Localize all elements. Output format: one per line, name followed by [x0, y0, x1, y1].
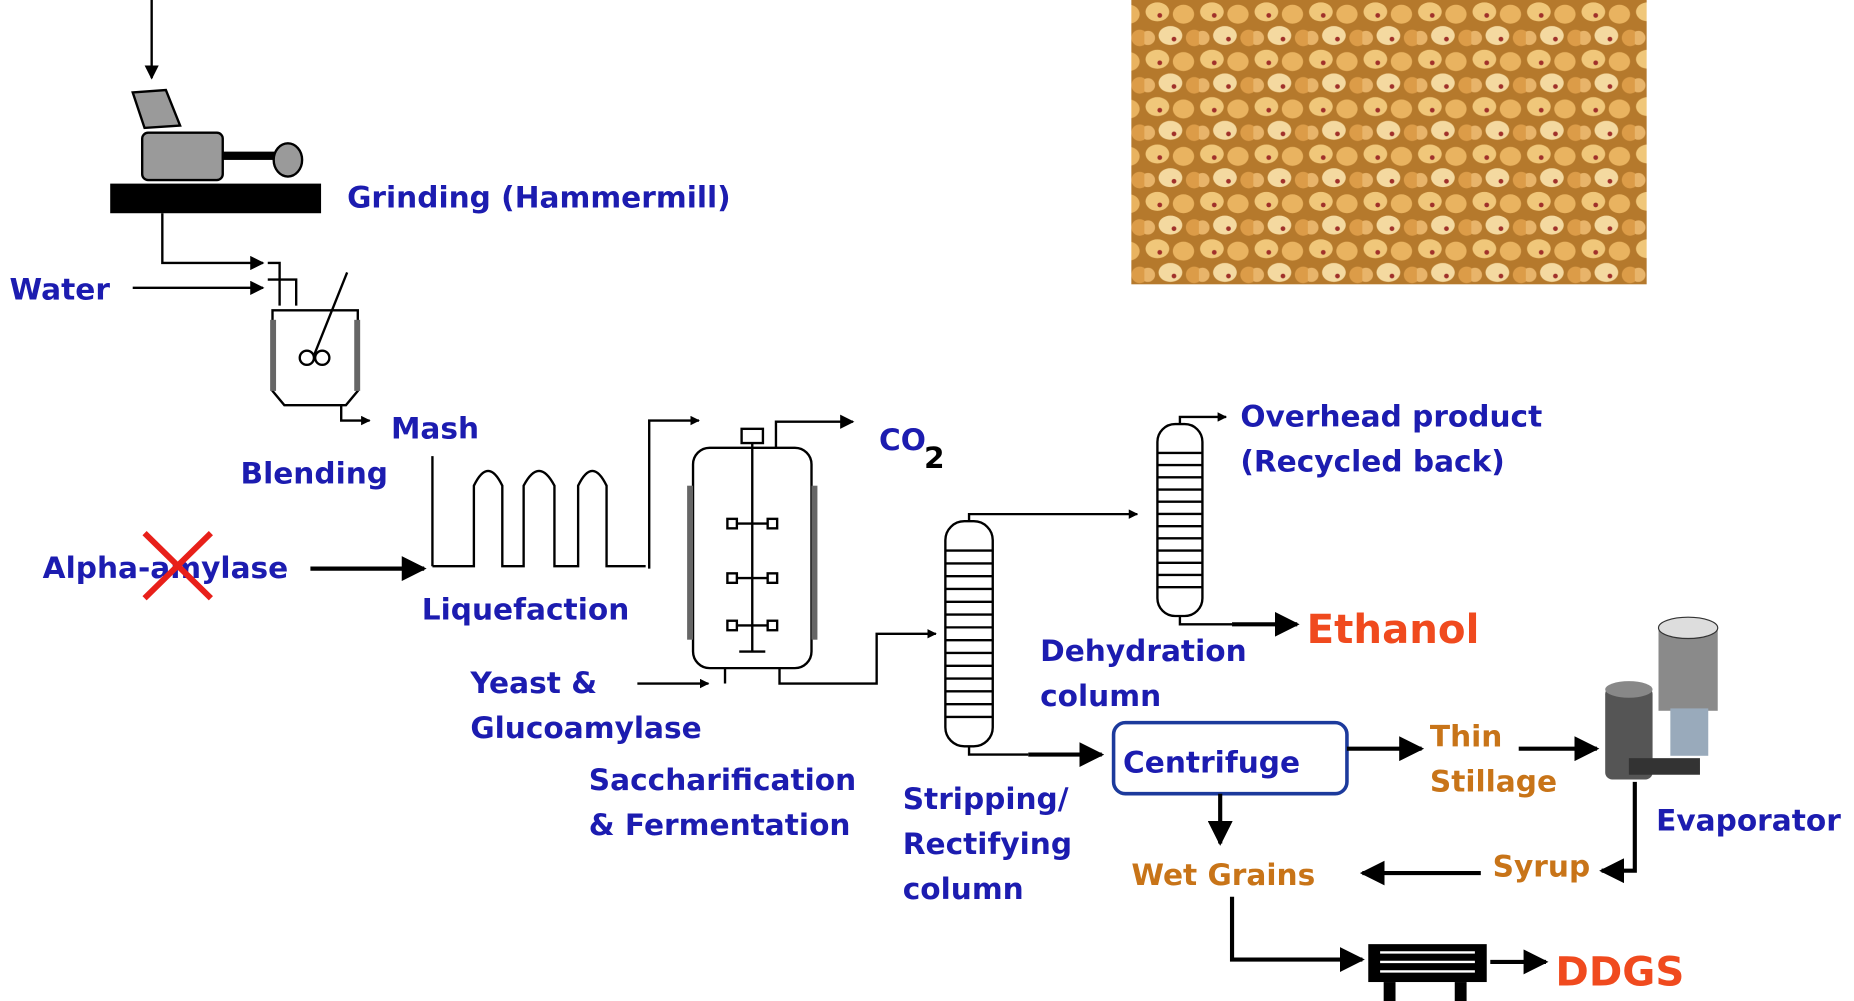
label: DDGS	[1555, 950, 1684, 996]
ellipse-shape	[1605, 681, 1653, 698]
fermenter	[637, 414, 937, 689]
path-shape	[648, 415, 700, 569]
path-shape	[131, 88, 182, 130]
label: Syrup	[1493, 850, 1591, 884]
label: Liquefaction	[422, 593, 630, 627]
label: column	[1040, 679, 1161, 713]
rect-shape	[726, 572, 739, 585]
rect-shape	[1628, 758, 1700, 775]
centrifuge-box	[1111, 720, 1349, 796]
rect-shape	[766, 572, 779, 585]
ellipse-shape	[1657, 616, 1719, 640]
path-shape	[778, 629, 937, 685]
path-shape	[161, 213, 265, 271]
label: Water	[10, 273, 111, 307]
path-shape	[967, 509, 1139, 522]
label: Wet Grains	[1131, 858, 1315, 892]
rect-shape	[1605, 687, 1653, 780]
label: Centrifuge	[1123, 745, 1300, 779]
cross-out	[142, 530, 213, 601]
downstream-arrows	[1207, 736, 1637, 975]
label: Stillage	[1430, 764, 1557, 798]
circle-shape	[298, 349, 316, 367]
rect-shape	[1670, 708, 1709, 756]
rect-shape	[1658, 627, 1718, 711]
path-shape	[1178, 616, 1233, 626]
rect-shape	[687, 485, 694, 640]
rect-shape	[270, 319, 277, 391]
rect-shape	[740, 427, 765, 445]
rect-shape	[222, 151, 275, 160]
rect-shape	[766, 619, 779, 632]
path-shape	[1229, 896, 1365, 972]
rect-shape	[811, 485, 818, 640]
liquefaction-coil	[310, 415, 700, 582]
label: Saccharification	[589, 763, 856, 797]
circle-shape	[313, 349, 331, 367]
label: Rectifying	[903, 827, 1072, 861]
label: (Recycled back)	[1240, 444, 1505, 478]
rect-shape	[1383, 982, 1396, 1001]
label: column	[903, 872, 1024, 906]
labels: Grinding (Hammermill) Water Blending Mas…	[10, 180, 1842, 995]
label: CO	[879, 423, 926, 457]
label: Blending	[241, 456, 389, 490]
rect-shape	[766, 517, 779, 530]
rect-shape	[110, 183, 322, 214]
g-shape	[726, 517, 779, 632]
path-shape	[967, 746, 1029, 756]
label: Evaporator	[1656, 803, 1841, 837]
rect-shape	[1454, 982, 1467, 1001]
path-shape	[736, 522, 768, 627]
dehydration-column	[1156, 412, 1300, 637]
path-shape	[1380, 951, 1475, 973]
line-shape	[142, 530, 213, 601]
evaporator	[1605, 616, 1719, 780]
path-shape	[340, 405, 371, 426]
label: Glucoamylase	[470, 711, 701, 745]
rect-shape	[354, 319, 361, 391]
blending-tank	[132, 213, 371, 426]
rect-shape	[141, 131, 224, 182]
rect-shape	[726, 619, 739, 632]
label: Dehydration	[1040, 634, 1247, 668]
path-shape	[1599, 781, 1637, 884]
path-shape	[432, 469, 646, 568]
hammermill	[110, 0, 322, 214]
stripping-column	[944, 509, 1139, 768]
path-shape	[267, 261, 298, 306]
path-shape	[1178, 412, 1228, 425]
dryer	[1368, 944, 1487, 1001]
label: Ethanol	[1307, 607, 1480, 653]
label: Stripping/	[903, 782, 1069, 816]
label: Grinding (Hammermill)	[347, 180, 731, 214]
rect-shape	[944, 520, 994, 748]
label: Mash	[391, 411, 479, 445]
label: Thin	[1430, 719, 1503, 753]
label: 2	[924, 441, 945, 475]
path-shape	[774, 414, 855, 448]
rect-shape	[726, 517, 739, 530]
corn-photo	[1131, 0, 1647, 285]
label: Yeast &	[469, 666, 597, 700]
label: & Fermentation	[589, 808, 851, 842]
line-shape	[312, 272, 349, 356]
label: Overhead product	[1240, 399, 1542, 433]
ellipse-shape	[272, 142, 304, 178]
